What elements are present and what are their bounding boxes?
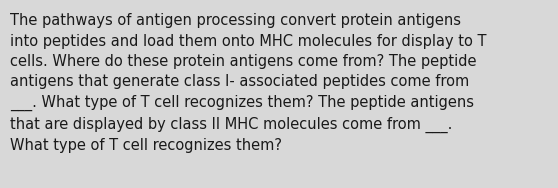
Text: The pathways of antigen processing convert protein antigens
into peptides and lo: The pathways of antigen processing conve… [10, 13, 487, 153]
